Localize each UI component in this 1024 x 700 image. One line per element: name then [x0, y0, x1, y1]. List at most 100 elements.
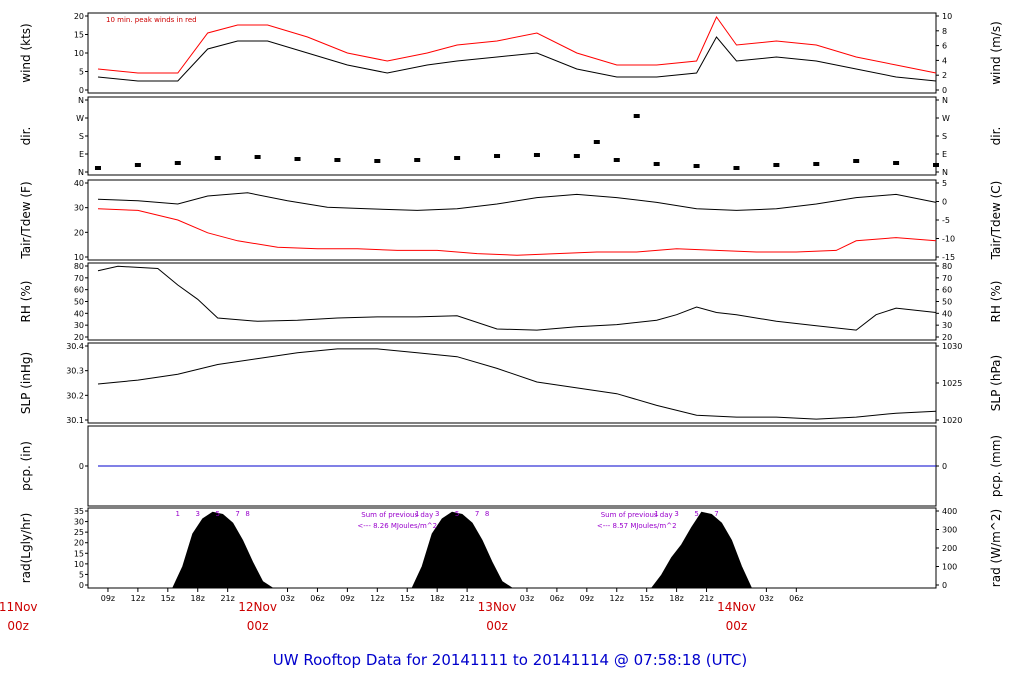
rh-frame	[87, 262, 937, 341]
dir-ylabel-right: dir.	[989, 127, 1003, 146]
rad-hour-label-0-0: 1	[176, 510, 180, 518]
dir-point-3	[214, 156, 221, 160]
wind-tick-R-1: 2	[942, 71, 947, 80]
dir-tick-L-1: E	[79, 150, 84, 159]
wind-tick-L-3: 15	[74, 31, 84, 40]
rad-tick-L-3: 15	[74, 549, 84, 558]
wind-annotation: 10 min. peak winds in red	[106, 16, 197, 24]
panel-temp: Tair/Tdew (F) Tair/Tdew (C) 10 20 30 40 -15 -10…	[19, 179, 1003, 262]
rh-tick-L-3: 50	[74, 298, 84, 307]
x-axis: 09z 12z 15z 18z 21z 03z 06z 09z 12z 15z 18z 21z 03z 0…	[0, 588, 804, 633]
wind-tick-R-4: 8	[942, 27, 947, 36]
dir-frame	[87, 96, 937, 176]
temp-tick-R-3: 0	[942, 198, 947, 207]
rad-hour-label-0-3: 7	[235, 510, 239, 518]
dir-tick-L-4: N	[78, 96, 84, 105]
day-hour-2: 00z	[486, 619, 508, 633]
pcp-tick-L-0: 0	[79, 462, 84, 471]
dir-point-23	[933, 163, 939, 167]
panel-slp: SLP (inHg) SLP (hPa) 30.1 30.2 30.3 30.4 1020 1…	[19, 342, 1003, 425]
rad-hour-label-0-2: 5	[215, 510, 219, 518]
slp-tick-L-1: 30.2	[66, 391, 84, 400]
wind-tick-L-4: 20	[74, 12, 84, 21]
dir-point-9	[454, 156, 461, 160]
day-hour-3: 00z	[726, 619, 748, 633]
dir-point-11	[533, 153, 540, 157]
rh-tick-R-5: 70	[942, 274, 952, 283]
rad-hour-label-1-1: 3	[435, 510, 439, 518]
wind-tick-L-2: 10	[74, 49, 84, 58]
dir-tick-R-2: S	[942, 132, 947, 141]
slp-tick-R-1: 1025	[942, 379, 962, 388]
rad-hour-label-2-0: 1	[654, 510, 658, 518]
wind-ylabel-right: wind (m/s)	[989, 21, 1003, 85]
temp-tick-L-0: 10	[74, 253, 84, 262]
rh-tick-L-1: 30	[74, 321, 84, 330]
day-date-2: 13Nov	[478, 600, 517, 614]
x-tick-label-10: 18z	[430, 594, 444, 603]
dir-point-5	[294, 157, 301, 161]
rh-ylabel-left: RH (%)	[19, 281, 33, 323]
wind-tick-R-5: 10	[942, 12, 952, 21]
dir-point-6	[334, 158, 341, 162]
day-date-0: 11Nov	[0, 600, 38, 614]
rh-tick-R-3: 50	[942, 298, 952, 307]
x-tick-label-4: 21z	[220, 594, 234, 603]
rad-sum-title-1: Sum of previous day	[601, 511, 673, 519]
temp-tick-R-0: -15	[942, 253, 955, 262]
x-tick-label-20: 06z	[789, 594, 803, 603]
rad-tick-R-2: 200	[942, 544, 957, 553]
panel-pcp: pcp. (in) pcp. (mm) 0 0	[19, 425, 1003, 507]
slp-tick-R-0: 1020	[942, 416, 962, 425]
rad-tick-R-1: 100	[942, 563, 957, 572]
x-tick-label-11: 21z	[460, 594, 474, 603]
dir-point-7	[374, 159, 381, 163]
rh-tick-R-4: 60	[942, 286, 952, 295]
wind-tick-R-2: 4	[942, 56, 947, 65]
wind-series-0	[97, 36, 937, 82]
wind-tick-R-0: 0	[942, 86, 947, 95]
dir-point-22	[893, 161, 900, 165]
dir-point-15	[633, 114, 640, 118]
x-tick-label-15: 12z	[610, 594, 624, 603]
dir-point-13	[593, 140, 600, 144]
x-tick-label-3: 18z	[191, 594, 205, 603]
x-tick-label-14: 09z	[580, 594, 594, 603]
temp-ylabel-left: Tair/Tdew (F)	[19, 181, 33, 259]
temp-series-1	[97, 208, 937, 256]
wind-ylabel-left: wind (kts)	[19, 23, 33, 82]
rad-tick-R-0: 0	[942, 581, 947, 590]
rad-tick-R-4: 400	[942, 507, 957, 516]
rh-tick-L-0: 20	[74, 333, 84, 342]
rad-hour-label-0-4: 8	[245, 510, 249, 518]
dir-point-0	[94, 166, 101, 170]
temp-ylabel-right: Tair/Tdew (C)	[989, 181, 1003, 261]
dir-tick-R-4: N	[942, 96, 948, 105]
dir-point-14	[613, 158, 620, 162]
rh-series-0	[97, 265, 937, 331]
rh-tick-L-4: 60	[74, 286, 84, 295]
rad-hour-label-1-3: 7	[475, 510, 479, 518]
dir-point-21	[853, 159, 860, 163]
temp-tick-L-2: 30	[74, 204, 84, 213]
dir-point-1	[134, 163, 141, 167]
slp-tick-L-2: 30.3	[66, 367, 84, 376]
dir-tick-R-3: W	[942, 114, 950, 123]
rh-tick-R-6: 80	[942, 262, 952, 271]
wind-tick-R-3: 6	[942, 42, 947, 51]
pcp-ylabel-right: pcp. (mm)	[989, 435, 1003, 497]
x-tick-label-8: 12z	[370, 594, 384, 603]
rad-hour-label-2-1: 3	[674, 510, 678, 518]
temp-tick-L-1: 20	[74, 228, 84, 237]
rad-sum-value-1: <--- 8.57 MJoules/m^2	[597, 522, 677, 530]
x-tick-label-7: 09z	[340, 594, 354, 603]
temp-tick-R-1: -10	[942, 235, 955, 244]
rad-tick-L-5: 25	[74, 528, 84, 537]
slp-frame	[87, 342, 937, 424]
rad-sum-value-0: <--- 8.26 MJoules/m^2	[357, 522, 437, 530]
rad-tick-L-1: 5	[79, 570, 84, 579]
slp-tick-L-3: 30.4	[66, 342, 84, 351]
rad-hour-label-2-3: 7	[714, 510, 718, 518]
rad-tick-L-4: 20	[74, 539, 84, 548]
